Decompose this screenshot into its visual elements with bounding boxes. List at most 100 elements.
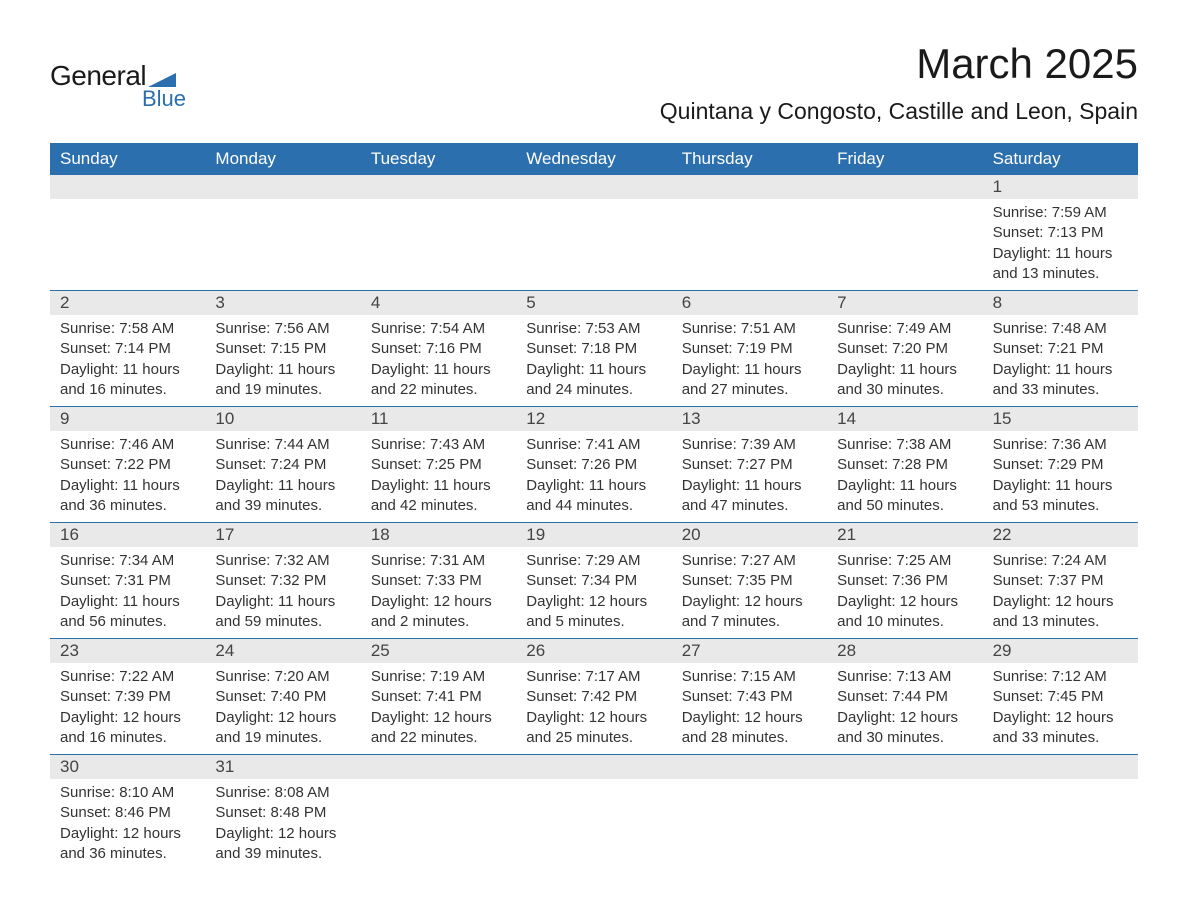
calendar-day-cell <box>827 175 982 290</box>
sunset-line: Sunset: 8:48 PM <box>215 803 350 823</box>
daylight-line: Daylight: 12 hours and 7 minutes. <box>682 592 817 633</box>
day-details: Sunrise: 7:20 AMSunset: 7:40 PMDaylight:… <box>205 663 360 754</box>
calendar-day-cell: 25Sunrise: 7:19 AMSunset: 7:41 PMDayligh… <box>361 639 516 754</box>
calendar-day-cell <box>672 175 827 290</box>
calendar-day-cell: 5Sunrise: 7:53 AMSunset: 7:18 PMDaylight… <box>516 291 671 406</box>
day-number: 5 <box>516 291 671 315</box>
daylight-line: Daylight: 12 hours and 5 minutes. <box>526 592 661 633</box>
weekday-header: Saturday <box>983 143 1138 175</box>
day-details: Sunrise: 7:34 AMSunset: 7:31 PMDaylight:… <box>50 547 205 638</box>
calendar-week-row: 23Sunrise: 7:22 AMSunset: 7:39 PMDayligh… <box>50 638 1138 754</box>
calendar-day-cell: 8Sunrise: 7:48 AMSunset: 7:21 PMDaylight… <box>983 291 1138 406</box>
weekday-header: Monday <box>205 143 360 175</box>
logo-text-blue: Blue <box>142 86 186 112</box>
day-details: Sunrise: 7:25 AMSunset: 7:36 PMDaylight:… <box>827 547 982 638</box>
sunset-line: Sunset: 7:32 PM <box>215 571 350 591</box>
sunset-line: Sunset: 7:35 PM <box>682 571 817 591</box>
day-number: 10 <box>205 407 360 431</box>
sunset-line: Sunset: 7:27 PM <box>682 455 817 475</box>
daylight-line: Daylight: 11 hours and 59 minutes. <box>215 592 350 633</box>
day-number: 12 <box>516 407 671 431</box>
daylight-line: Daylight: 12 hours and 25 minutes. <box>526 708 661 749</box>
sunset-line: Sunset: 7:34 PM <box>526 571 661 591</box>
weekday-header: Sunday <box>50 143 205 175</box>
location-subtitle: Quintana y Congosto, Castille and Leon, … <box>660 98 1138 125</box>
sunset-line: Sunset: 7:41 PM <box>371 687 506 707</box>
empty-day-bar <box>516 755 671 779</box>
calendar-day-cell <box>361 175 516 290</box>
day-details: Sunrise: 7:39 AMSunset: 7:27 PMDaylight:… <box>672 431 827 522</box>
sunrise-line: Sunrise: 7:32 AM <box>215 551 350 571</box>
day-number: 2 <box>50 291 205 315</box>
sunset-line: Sunset: 7:37 PM <box>993 571 1128 591</box>
calendar-day-cell: 24Sunrise: 7:20 AMSunset: 7:40 PMDayligh… <box>205 639 360 754</box>
sunset-line: Sunset: 7:14 PM <box>60 339 195 359</box>
daylight-line: Daylight: 11 hours and 50 minutes. <box>837 476 972 517</box>
day-number: 1 <box>983 175 1138 199</box>
calendar-week-row: 2Sunrise: 7:58 AMSunset: 7:14 PMDaylight… <box>50 290 1138 406</box>
calendar-day-cell: 18Sunrise: 7:31 AMSunset: 7:33 PMDayligh… <box>361 523 516 638</box>
day-number: 26 <box>516 639 671 663</box>
daylight-line: Daylight: 11 hours and 27 minutes. <box>682 360 817 401</box>
sunrise-line: Sunrise: 7:39 AM <box>682 435 817 455</box>
sunrise-line: Sunrise: 7:34 AM <box>60 551 195 571</box>
sunrise-line: Sunrise: 7:22 AM <box>60 667 195 687</box>
sunset-line: Sunset: 7:22 PM <box>60 455 195 475</box>
daylight-line: Daylight: 11 hours and 36 minutes. <box>60 476 195 517</box>
calendar-day-cell: 22Sunrise: 7:24 AMSunset: 7:37 PMDayligh… <box>983 523 1138 638</box>
day-number: 8 <box>983 291 1138 315</box>
calendar-day-cell: 12Sunrise: 7:41 AMSunset: 7:26 PMDayligh… <box>516 407 671 522</box>
sunset-line: Sunset: 8:46 PM <box>60 803 195 823</box>
weekday-header: Tuesday <box>361 143 516 175</box>
calendar-day-cell <box>672 755 827 870</box>
day-details: Sunrise: 7:48 AMSunset: 7:21 PMDaylight:… <box>983 315 1138 406</box>
sunset-line: Sunset: 7:19 PM <box>682 339 817 359</box>
calendar: SundayMondayTuesdayWednesdayThursdayFrid… <box>50 143 1138 870</box>
calendar-day-cell: 16Sunrise: 7:34 AMSunset: 7:31 PMDayligh… <box>50 523 205 638</box>
day-details: Sunrise: 7:56 AMSunset: 7:15 PMDaylight:… <box>205 315 360 406</box>
sunrise-line: Sunrise: 7:25 AM <box>837 551 972 571</box>
sunset-line: Sunset: 7:13 PM <box>993 223 1128 243</box>
day-details: Sunrise: 7:17 AMSunset: 7:42 PMDaylight:… <box>516 663 671 754</box>
day-number: 23 <box>50 639 205 663</box>
day-details: Sunrise: 7:58 AMSunset: 7:14 PMDaylight:… <box>50 315 205 406</box>
day-number: 16 <box>50 523 205 547</box>
day-number: 20 <box>672 523 827 547</box>
sunrise-line: Sunrise: 7:36 AM <box>993 435 1128 455</box>
empty-day-bar <box>205 175 360 199</box>
calendar-body: 1Sunrise: 7:59 AMSunset: 7:13 PMDaylight… <box>50 175 1138 870</box>
sunset-line: Sunset: 7:24 PM <box>215 455 350 475</box>
day-details: Sunrise: 7:29 AMSunset: 7:34 PMDaylight:… <box>516 547 671 638</box>
daylight-line: Daylight: 11 hours and 39 minutes. <box>215 476 350 517</box>
day-details: Sunrise: 7:13 AMSunset: 7:44 PMDaylight:… <box>827 663 982 754</box>
sunset-line: Sunset: 7:16 PM <box>371 339 506 359</box>
daylight-line: Daylight: 12 hours and 28 minutes. <box>682 708 817 749</box>
day-details: Sunrise: 7:15 AMSunset: 7:43 PMDaylight:… <box>672 663 827 754</box>
sunrise-line: Sunrise: 7:19 AM <box>371 667 506 687</box>
day-details: Sunrise: 7:49 AMSunset: 7:20 PMDaylight:… <box>827 315 982 406</box>
calendar-day-cell <box>361 755 516 870</box>
day-details: Sunrise: 7:32 AMSunset: 7:32 PMDaylight:… <box>205 547 360 638</box>
sunset-line: Sunset: 7:21 PM <box>993 339 1128 359</box>
day-details: Sunrise: 7:12 AMSunset: 7:45 PMDaylight:… <box>983 663 1138 754</box>
day-number: 11 <box>361 407 516 431</box>
calendar-day-cell <box>983 755 1138 870</box>
sunrise-line: Sunrise: 7:54 AM <box>371 319 506 339</box>
daylight-line: Daylight: 12 hours and 33 minutes. <box>993 708 1128 749</box>
day-details: Sunrise: 7:19 AMSunset: 7:41 PMDaylight:… <box>361 663 516 754</box>
day-details: Sunrise: 7:54 AMSunset: 7:16 PMDaylight:… <box>361 315 516 406</box>
daylight-line: Daylight: 11 hours and 19 minutes. <box>215 360 350 401</box>
sunset-line: Sunset: 7:43 PM <box>682 687 817 707</box>
day-number: 15 <box>983 407 1138 431</box>
sunrise-line: Sunrise: 7:48 AM <box>993 319 1128 339</box>
day-details: Sunrise: 7:38 AMSunset: 7:28 PMDaylight:… <box>827 431 982 522</box>
daylight-line: Daylight: 11 hours and 47 minutes. <box>682 476 817 517</box>
daylight-line: Daylight: 12 hours and 2 minutes. <box>371 592 506 633</box>
calendar-day-cell: 19Sunrise: 7:29 AMSunset: 7:34 PMDayligh… <box>516 523 671 638</box>
sunrise-line: Sunrise: 7:53 AM <box>526 319 661 339</box>
sunset-line: Sunset: 7:40 PM <box>215 687 350 707</box>
day-number: 31 <box>205 755 360 779</box>
sunrise-line: Sunrise: 7:20 AM <box>215 667 350 687</box>
day-number: 7 <box>827 291 982 315</box>
day-number: 30 <box>50 755 205 779</box>
